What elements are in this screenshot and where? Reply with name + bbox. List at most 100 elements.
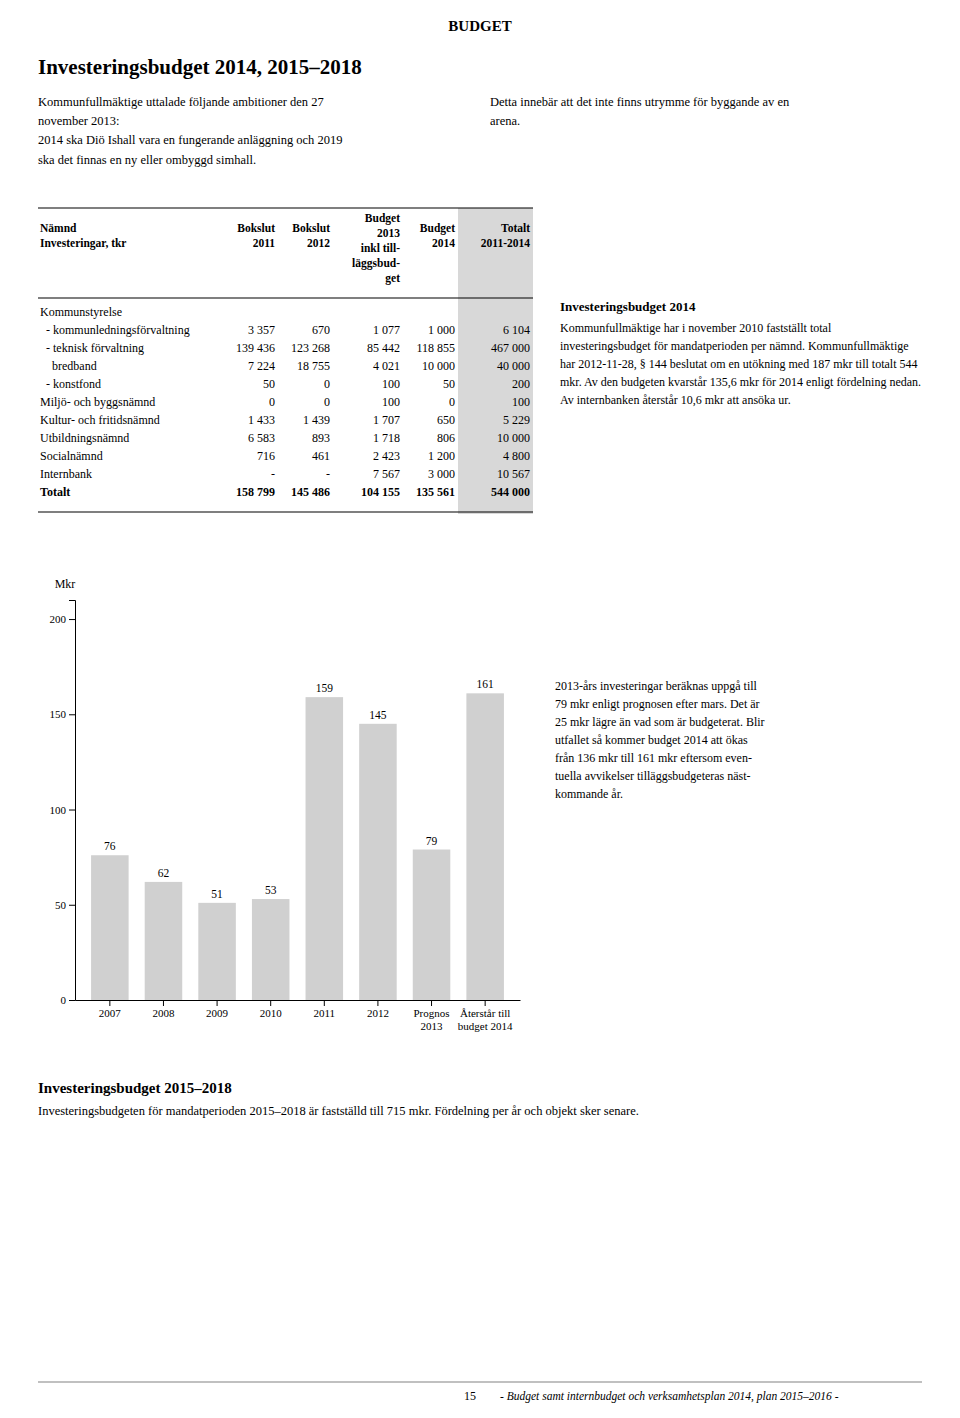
bar [466,693,504,1000]
table-cell-line: 3 000 [428,467,455,481]
table-cell-line: 139 436 [236,341,275,355]
table-cell-line: 806 [437,431,455,445]
table-header-line: Bokslut [237,222,275,234]
table-cell-line: 716 [257,449,275,463]
table-cell: 135 561 [416,485,455,499]
bars [91,693,504,1000]
table-cell-line: 10 567 [497,467,530,481]
table-cell-line: 0 [269,395,275,409]
table-rule [38,297,533,298]
table-cell: 1 707 [373,413,400,427]
table-cell: - teknisk förvaltning [40,341,144,355]
table-cell-line: Miljö- och byggsnämnd [40,395,155,409]
x-tick: Prognos2013 [414,1000,450,1032]
side-title: Investeringsbudget 2014 [560,299,696,314]
data-labels: 7662515315914579161 [104,678,494,900]
table-cell-line: 893 [312,431,330,445]
table-cell: - [271,467,275,481]
table-cell: 461 [312,449,330,463]
x-tick-label: 2010 [260,1007,283,1019]
data-label: 161 [477,678,495,690]
table-cell: 806 [437,431,455,445]
table-cell: Socialnämnd [40,449,103,463]
table-cell-line: Kultur- och fritidsnämnd [40,413,160,427]
table-cell-line: 100 [382,395,400,409]
table-cell: 200 [512,377,530,391]
table-cell: 0 [449,395,455,409]
table-cell: 10 000 [422,359,455,373]
table-rule [38,207,533,208]
x-tick: 2007 [99,1000,122,1019]
bar [91,855,129,1000]
chart-side-text: 2013-års investeringar beräknas uppgå ti… [555,679,765,801]
table-cell-line: 118 855 [416,341,455,355]
x-tick-label-line: Prognos [414,1007,450,1019]
section-title: Investeringsbudget 2015–2018 [38,1080,232,1096]
table-cell: 7 224 [248,359,275,373]
table-header-line: 2014 [432,237,455,249]
table-header: NämndInvesteringar, tkr [40,222,126,250]
body-text: Detta innebär att det inte finns utrymme… [490,95,790,128]
table-cell: 0 [269,395,275,409]
x-tick-label-line: 2012 [367,1007,389,1019]
x-tick-label: 2009 [206,1007,229,1019]
table-cell: 670 [312,323,330,337]
bar [145,882,183,1000]
table-cell-line: 100 [512,395,530,409]
table-cell: Totalt [40,485,70,499]
table-cell: 10 000 [497,431,530,445]
table-cell: Utbildningsnämnd [40,431,129,445]
table-cell: 104 155 [361,485,400,499]
y-tick: 200 [50,613,76,625]
table: NämndInvesteringar, tkrBokslut2011Bokslu… [38,208,533,514]
table-cell: 0 [324,395,330,409]
table-cell-line: 5 229 [503,413,530,427]
x-tick-mark [485,1000,486,1006]
table-cell-line: 85 442 [367,341,400,355]
table-cell-line: Utbildningsnämnd [40,431,129,445]
table-cell: 40 000 [497,359,530,373]
side-text-line: Kommunfullmäktige har i november 2010 fa… [560,321,832,335]
table-cell-line: 4 800 [503,449,530,463]
data-label: 62 [158,867,170,879]
table-cell-line: 6 583 [248,431,275,445]
table-cell-line: - kommunledningsförvaltning [40,323,190,337]
y-tick: 150 [50,708,76,720]
table-cell: 6 104 [503,323,530,337]
y-tick-label: 150 [50,708,67,720]
side-text: Kommunfullmäktige har i november 2010 fa… [560,321,921,407]
chart-side-text-line: 2013-års investeringar beräknas uppgå ti… [555,679,758,693]
x-axis: 200720082009201020112012Prognos2013Åters… [76,1000,521,1032]
table-cell: 5 229 [503,413,530,427]
footer-page: 15 [464,1389,476,1403]
table-cell-line: - [271,467,275,481]
x-tick-label: 2007 [99,1007,122,1019]
section-title-line: Investeringsbudget 2015–2018 [38,1080,232,1096]
x-tick: 2008 [152,1000,175,1019]
x-tick-mark [270,1000,271,1006]
section-title: Investeringsbudget 2014, 2015–2018 [38,55,362,79]
y-tick-mark [69,619,75,620]
table-header-line: inkl till- [361,242,400,254]
table-cell: 544 000 [491,485,530,499]
table-cell: 145 486 [291,485,330,499]
page: BUDGETInvesteringsbudget 2014, 2015–2018… [0,0,960,1418]
side-text-line: mkr. Av den budgeten kvarstår 135,6 mkr … [560,375,921,389]
table-cell-line: 544 000 [491,485,530,499]
table-header-line: 2011-2014 [481,237,530,249]
table-header-line: Budget [420,222,455,235]
x-tick-label: 2011 [314,1007,336,1019]
table-cell: 50 [443,377,455,391]
table-cell-line: 123 268 [291,341,330,355]
table-header-line: 2012 [307,237,330,249]
table-cell-line: 6 104 [503,323,530,337]
y-axis-label: Mkr [55,577,76,591]
data-label: 145 [369,709,387,721]
table-cell-line: 0 [324,395,330,409]
body-text-line: Detta innebär att det inte finns utrymme… [490,95,790,109]
x-tick-label-line: 2013 [421,1020,444,1032]
table-cell: 158 799 [236,485,275,499]
table-header-line: 2013 [377,227,400,239]
table-cell: 18 755 [297,359,330,373]
table-cell: 123 268 [291,341,330,355]
